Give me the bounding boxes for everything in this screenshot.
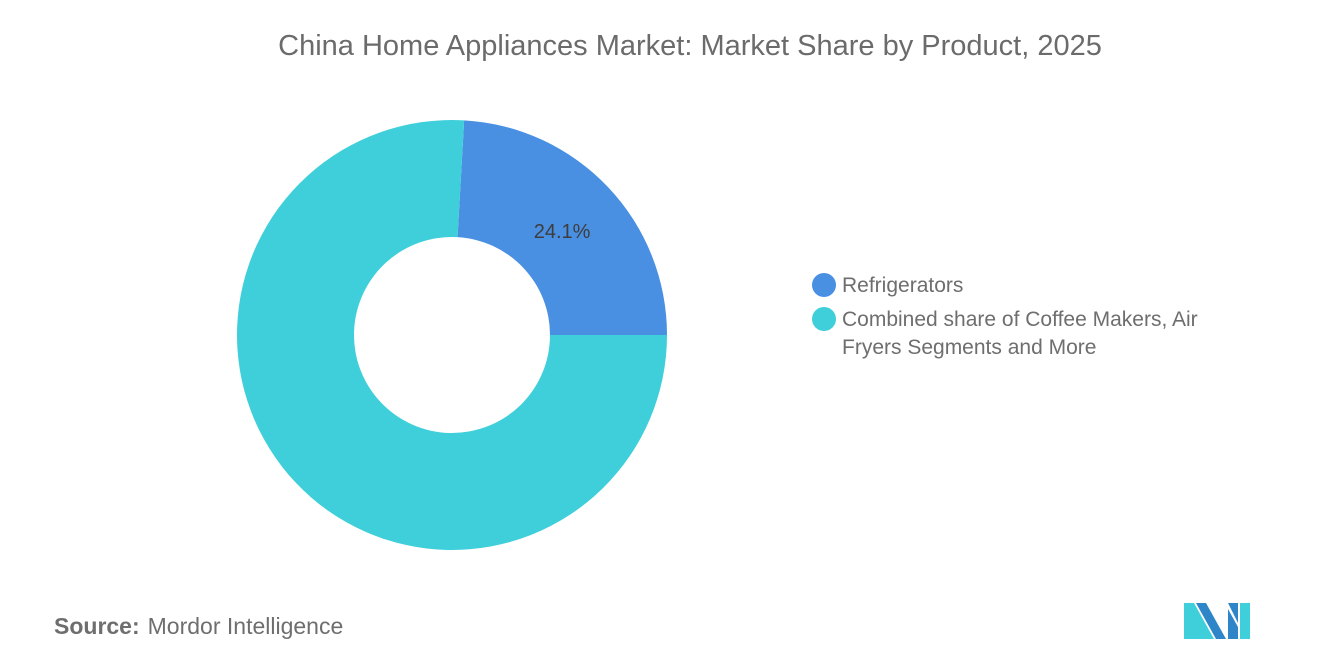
- legend-label: Combined share of Coffee Makers, Air Fry…: [842, 308, 1198, 359]
- legend-item-refrigerators: Refrigerators: [812, 272, 1242, 300]
- legend-label: Refrigerators: [842, 274, 964, 297]
- chart-title: China Home Appliances Market: Market Sha…: [278, 30, 1102, 62]
- donut-slice-0: [457, 120, 667, 336]
- legend-swatch: [812, 273, 836, 297]
- source-note: Source: Mordor Intelligence: [54, 613, 343, 640]
- legend: Refrigerators Combined share of Coffee M…: [812, 272, 1242, 368]
- donut-slice-1: [237, 120, 667, 550]
- source-label: Source:: [54, 613, 140, 639]
- source-value: Mordor Intelligence: [147, 613, 344, 639]
- legend-swatch: [812, 307, 836, 331]
- data-label: 24.1%: [534, 221, 591, 243]
- legend-item-combined: Combined share of Coffee Makers, Air Fry…: [812, 306, 1242, 362]
- mordor-logo: [1184, 603, 1250, 639]
